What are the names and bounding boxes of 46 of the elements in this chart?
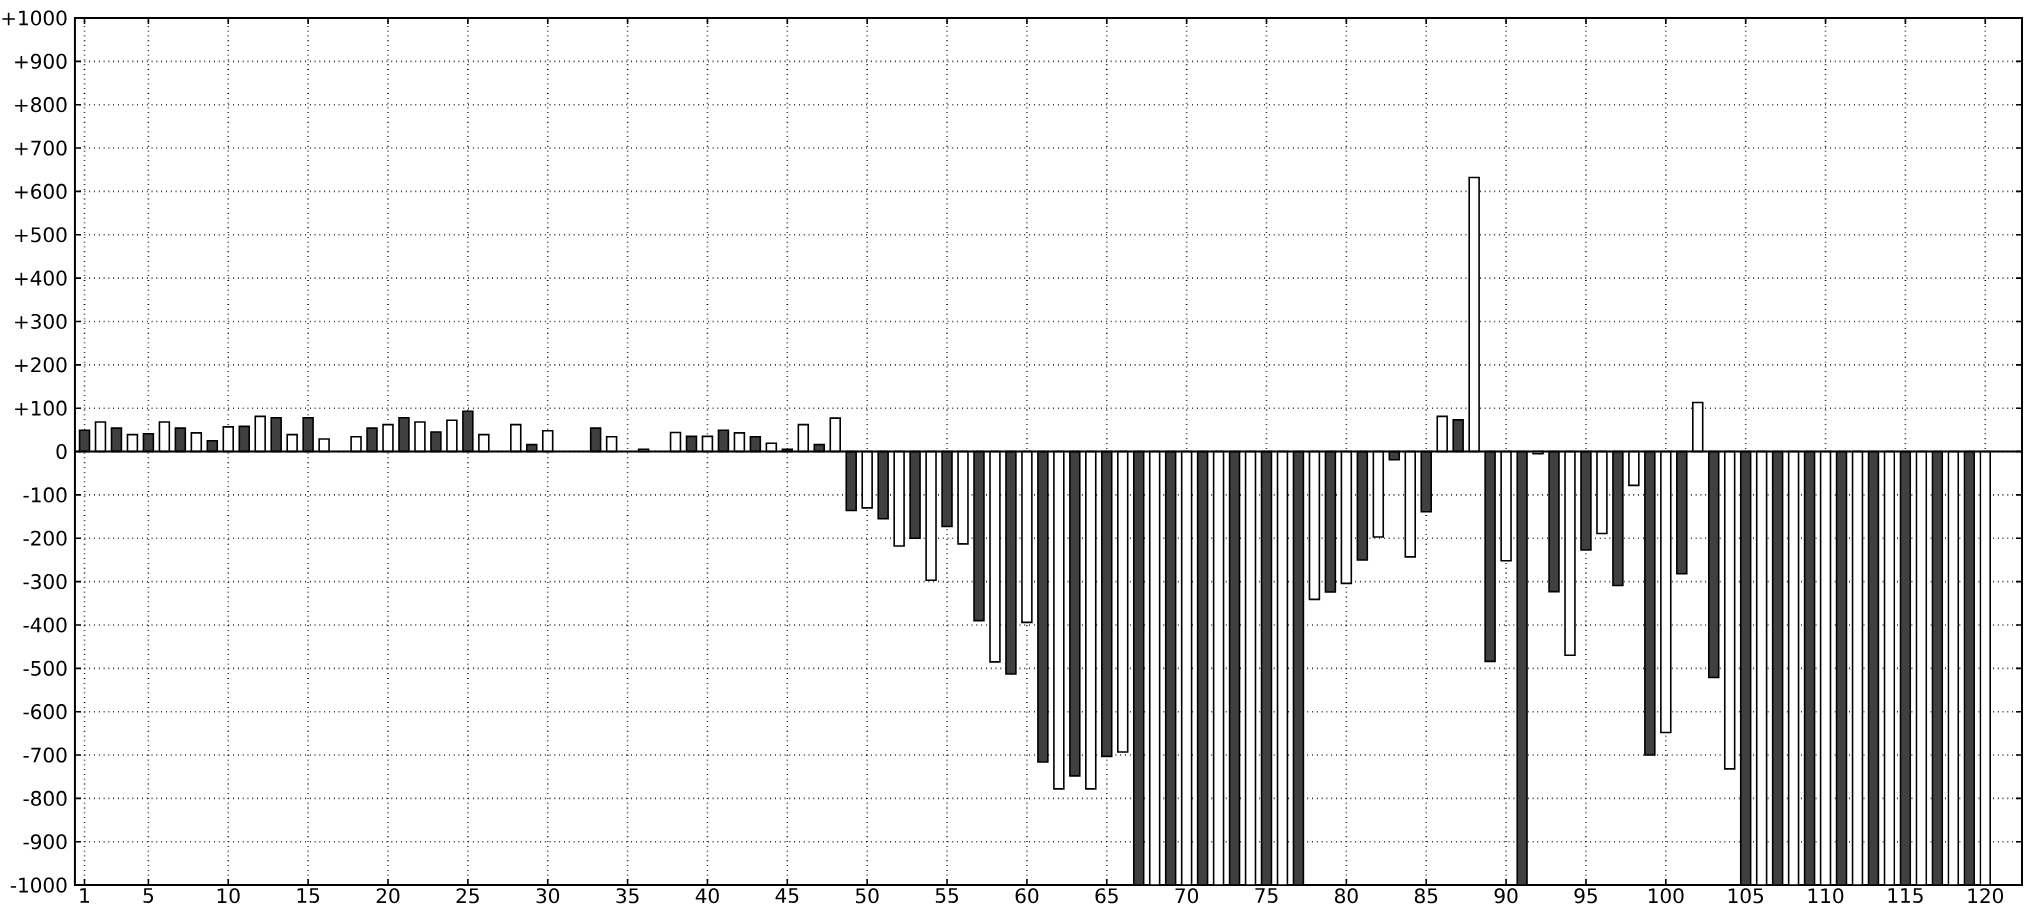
x-tick-label: 120 [1968,888,2004,904]
x-tick-label: 50 [856,888,879,904]
y-tick-label: -1000 [10,877,67,893]
y-tick-label: +900 [15,53,67,69]
x-tick-label: 70 [1175,888,1199,904]
y-tick-label: +200 [15,357,67,373]
y-tick-label: +1000 [2,10,67,26]
x-tick-label: 35 [616,888,639,904]
y-tick-label: +100 [15,400,67,416]
x-tick-label: 55 [935,888,958,903]
y-tick-label: 0 [56,443,67,460]
x-tick-label: 45 [775,888,799,903]
x-tick-label: 65 [1095,888,1118,904]
y-tick-label: +700 [15,140,67,156]
x-tick-label: 5 [143,888,154,903]
y-tick-label: -700 [23,747,67,763]
y-tick-label: +300 [15,313,67,329]
x-tick-label: 60 [1015,888,1039,904]
x-tick-label: 95 [1574,888,1597,904]
x-tick-label: 40 [695,888,719,904]
y-tick-label: -500 [23,660,67,676]
y-tick-label: -600 [23,704,67,720]
x-tick-label: 115 [1888,888,1923,903]
x-tick-label: 100 [1648,888,1684,904]
y-tick-label: -900 [23,834,67,850]
y-tick-label: -300 [23,573,67,590]
x-tick-label: 1 [80,888,90,903]
y-tick-label: +500 [15,227,67,243]
x-tick-label: 105 [1728,888,1763,904]
y-tick-label: -800 [23,790,67,806]
x-tick-label: 10 [217,888,240,904]
y-tick-label: -200 [23,530,67,546]
x-tick-label: 75 [1255,888,1278,903]
y-tick-label: +400 [15,270,67,286]
x-tick-label: 85 [1414,888,1438,904]
x-tick-label: 25 [456,888,479,904]
x-tick-label: 90 [1494,888,1518,904]
y-tick-label: +600 [15,183,67,199]
x-tick-label: 30 [536,888,560,904]
y-tick-label: -400 [23,617,67,633]
x-tick-label: 20 [376,888,400,904]
x-tick-label: 110 [1808,888,1844,904]
x-tick-label: 15 [297,888,320,903]
y-tick-label: -100 [23,487,67,503]
y-tick-label: +800 [15,97,67,113]
x-tick-label: 80 [1335,888,1358,904]
